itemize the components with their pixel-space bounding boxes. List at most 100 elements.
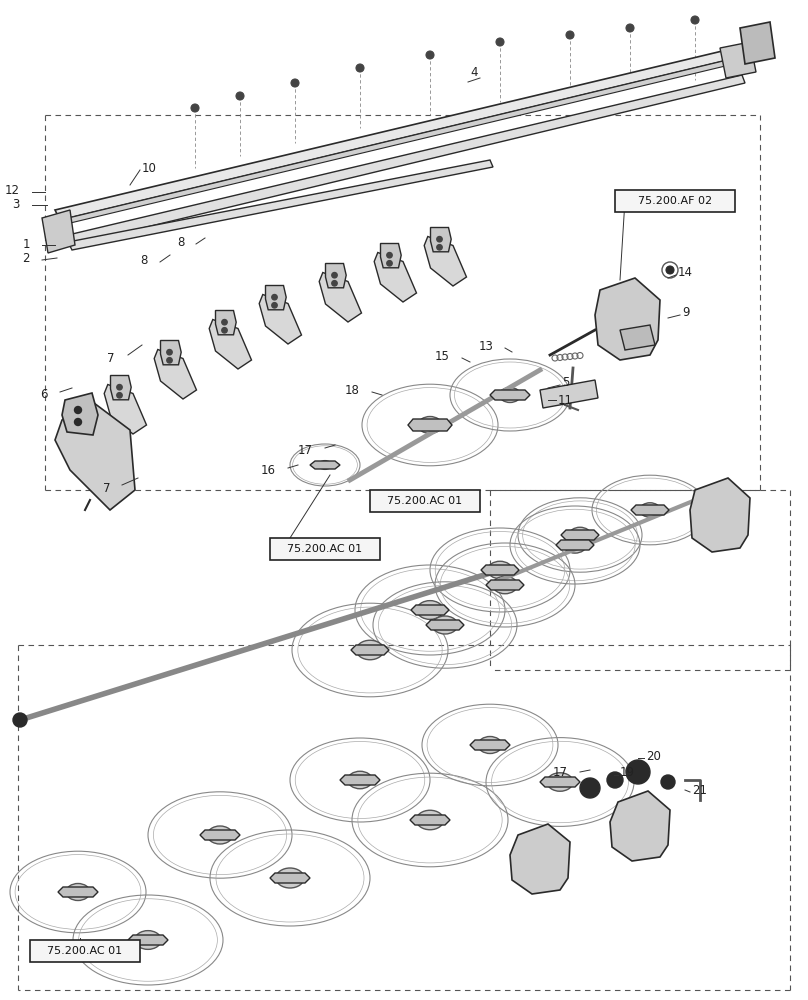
Ellipse shape: [208, 826, 233, 844]
Circle shape: [626, 24, 634, 32]
Polygon shape: [424, 236, 466, 286]
Polygon shape: [720, 42, 756, 78]
Polygon shape: [104, 384, 146, 434]
Text: 13: 13: [479, 340, 494, 354]
FancyBboxPatch shape: [370, 490, 480, 512]
Ellipse shape: [496, 567, 504, 573]
Ellipse shape: [478, 736, 502, 754]
Polygon shape: [216, 310, 236, 335]
Ellipse shape: [556, 779, 565, 785]
Polygon shape: [42, 210, 75, 253]
Polygon shape: [62, 393, 98, 435]
Ellipse shape: [276, 868, 304, 888]
Ellipse shape: [576, 532, 583, 538]
Circle shape: [426, 51, 434, 59]
Polygon shape: [68, 160, 493, 250]
Circle shape: [74, 406, 82, 414]
Ellipse shape: [135, 931, 161, 949]
Text: 5: 5: [562, 376, 570, 389]
Circle shape: [332, 272, 337, 278]
Polygon shape: [470, 740, 510, 750]
Polygon shape: [128, 935, 168, 945]
Text: 1: 1: [23, 237, 30, 250]
Polygon shape: [60, 57, 742, 225]
Polygon shape: [486, 580, 524, 590]
Polygon shape: [740, 22, 775, 64]
Polygon shape: [561, 530, 599, 540]
Text: 75.200.AC 01: 75.200.AC 01: [48, 946, 123, 956]
Circle shape: [236, 92, 244, 100]
Polygon shape: [631, 505, 669, 515]
Ellipse shape: [432, 616, 457, 634]
Circle shape: [117, 384, 122, 390]
Polygon shape: [411, 605, 449, 615]
Ellipse shape: [347, 771, 372, 789]
Text: 19: 19: [620, 766, 635, 780]
Ellipse shape: [564, 537, 587, 553]
Circle shape: [691, 16, 699, 24]
Polygon shape: [490, 390, 530, 400]
Circle shape: [387, 252, 392, 258]
Ellipse shape: [216, 832, 225, 838]
Circle shape: [13, 713, 27, 727]
Polygon shape: [259, 294, 301, 344]
Polygon shape: [510, 824, 570, 894]
Text: 17: 17: [298, 444, 313, 456]
Polygon shape: [326, 263, 346, 288]
Circle shape: [661, 775, 675, 789]
Polygon shape: [620, 325, 655, 350]
Ellipse shape: [416, 810, 444, 830]
Circle shape: [626, 760, 650, 784]
Polygon shape: [161, 340, 181, 365]
Text: 12: 12: [5, 184, 20, 198]
Ellipse shape: [486, 742, 494, 748]
FancyBboxPatch shape: [615, 190, 735, 212]
Circle shape: [271, 294, 277, 300]
Circle shape: [437, 245, 442, 250]
Polygon shape: [556, 540, 594, 550]
Circle shape: [437, 236, 442, 242]
Polygon shape: [68, 75, 745, 245]
Text: 8: 8: [178, 235, 185, 248]
Ellipse shape: [426, 607, 435, 613]
Polygon shape: [540, 777, 580, 787]
Text: 9: 9: [682, 306, 689, 320]
Text: 20: 20: [646, 750, 661, 762]
Polygon shape: [58, 887, 98, 897]
FancyBboxPatch shape: [30, 940, 140, 962]
Polygon shape: [481, 565, 519, 575]
Ellipse shape: [66, 884, 90, 900]
Circle shape: [222, 328, 227, 333]
Ellipse shape: [356, 777, 364, 783]
Text: 16: 16: [261, 464, 276, 477]
Text: 75.200.AF 02: 75.200.AF 02: [638, 196, 712, 206]
Circle shape: [666, 266, 674, 274]
Ellipse shape: [418, 416, 442, 434]
Circle shape: [271, 303, 277, 308]
Circle shape: [222, 320, 227, 325]
Polygon shape: [410, 815, 450, 825]
Ellipse shape: [285, 874, 295, 882]
Ellipse shape: [426, 422, 434, 428]
Polygon shape: [610, 791, 670, 861]
Circle shape: [496, 38, 504, 46]
Polygon shape: [408, 419, 452, 431]
Ellipse shape: [425, 816, 435, 824]
Polygon shape: [55, 400, 135, 510]
Circle shape: [166, 350, 172, 355]
Polygon shape: [111, 375, 131, 400]
Ellipse shape: [356, 640, 384, 660]
Text: 17: 17: [553, 766, 568, 780]
Ellipse shape: [547, 773, 573, 791]
Polygon shape: [340, 775, 380, 785]
Ellipse shape: [501, 582, 509, 588]
Circle shape: [356, 64, 364, 72]
Polygon shape: [595, 278, 660, 360]
Polygon shape: [540, 380, 598, 408]
Polygon shape: [374, 252, 416, 302]
Text: 7: 7: [103, 482, 110, 494]
Text: 11: 11: [558, 393, 573, 406]
Polygon shape: [431, 228, 451, 252]
Ellipse shape: [365, 646, 375, 654]
Text: 4: 4: [470, 66, 478, 79]
